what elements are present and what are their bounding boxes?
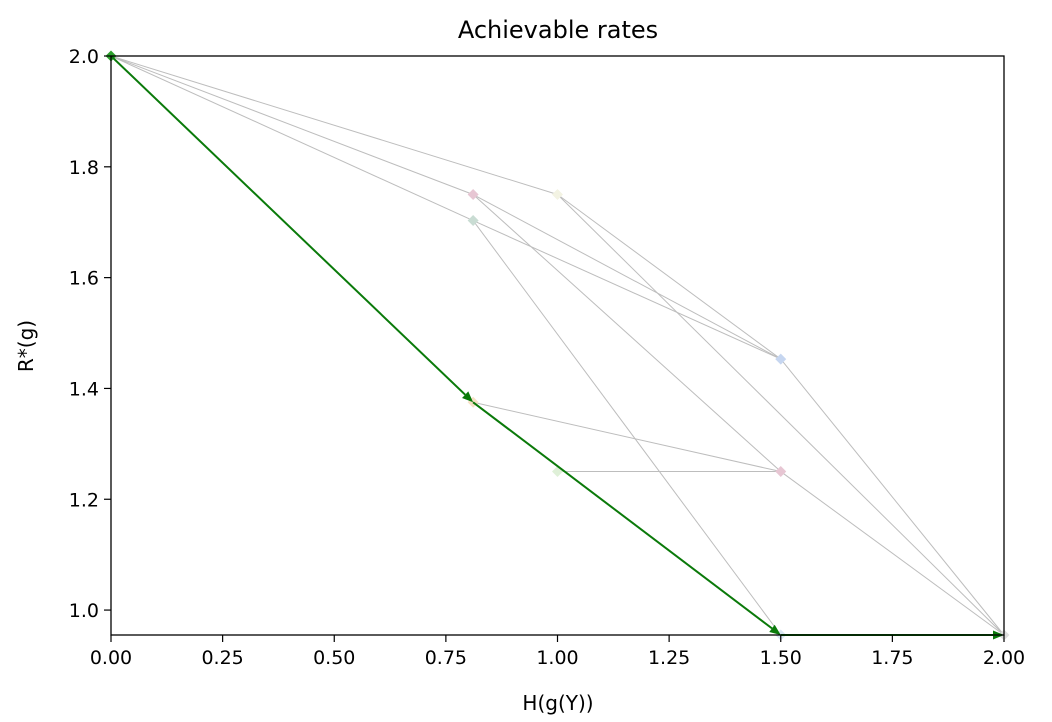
green-arrow-1	[472, 401, 773, 630]
x-axis-label: H(g(Y))	[522, 691, 593, 715]
gray-edge-0	[110, 55, 474, 195]
x-tick-label-7: 1.75	[871, 647, 913, 669]
data-point-7	[775, 466, 787, 478]
green-arrowhead-1	[769, 624, 781, 635]
y-tick-label-3: 1.6	[69, 268, 99, 290]
green-arrow-0	[110, 55, 466, 396]
x-tick-label-1: 0.25	[201, 647, 243, 669]
x-axis: 0.00 0.25 0.50 0.75 1.00 1.25 1.50 1.75 2.00	[90, 635, 1025, 669]
y-tick-label-5: 2.0	[69, 46, 99, 68]
gray-edge-7	[472, 220, 782, 636]
x-tick-label-0: 0.00	[90, 647, 132, 669]
x-tick-label-8: 2.00	[983, 647, 1025, 669]
plot-frame	[110, 55, 1005, 636]
x-tick-label-5: 1.25	[648, 647, 690, 669]
x-tick-label-4: 1.00	[536, 647, 578, 669]
chart-title: Achievable rates	[458, 16, 658, 44]
gray-edge-12	[780, 358, 1005, 636]
x-tick-label-3: 0.75	[425, 647, 467, 669]
gray-edge-1	[110, 55, 558, 195]
y-tick-label-1: 1.2	[69, 489, 99, 511]
y-axis: 1.0 1.2 1.4 1.6 1.8 2.0	[69, 46, 111, 622]
data-point-3	[467, 215, 479, 227]
y-tick-label-4: 1.8	[69, 157, 99, 179]
y-tick-label-2: 1.4	[69, 378, 99, 400]
data-point-2	[552, 189, 563, 201]
x-tick-label-6: 1.50	[760, 647, 802, 669]
gray-edge-13	[780, 471, 1005, 636]
x-tick-label-2: 0.50	[313, 647, 355, 669]
gray-edge-9	[557, 194, 1005, 636]
data-point-4	[775, 353, 787, 365]
y-tick-label-0: 1.0	[69, 600, 99, 622]
gray-edge-4	[472, 194, 781, 360]
green-arrowhead-0	[462, 391, 474, 403]
gray-edge-8	[557, 194, 782, 360]
gray-edge-6	[472, 220, 781, 360]
y-axis-label: R*(g)	[14, 320, 38, 372]
gray-edge-2	[110, 55, 474, 222]
plot-area	[105, 50, 1010, 641]
data-point-6	[552, 466, 563, 478]
gray-edge-10	[473, 401, 781, 473]
data-point-1	[467, 189, 479, 201]
gray-edge-5	[472, 194, 782, 472]
